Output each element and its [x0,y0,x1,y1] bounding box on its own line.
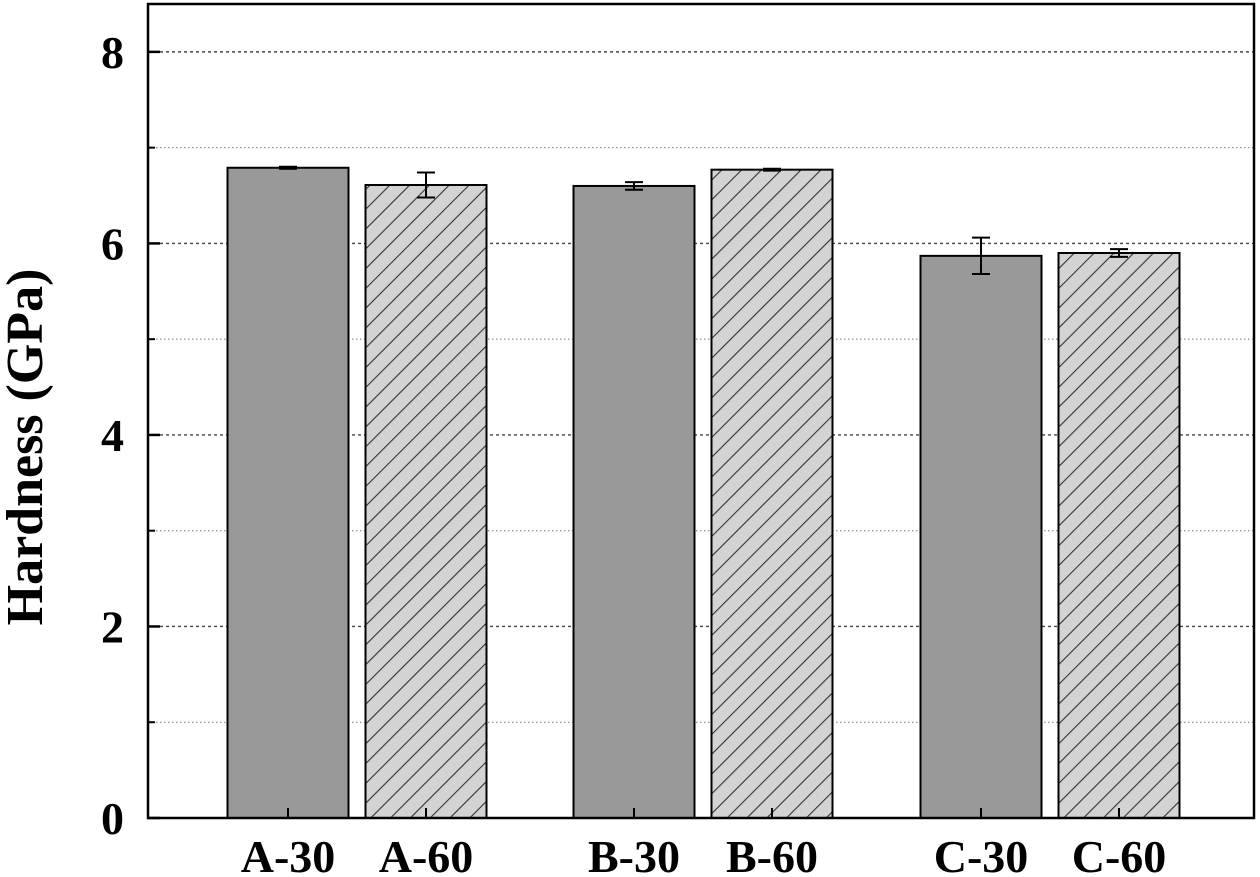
y-tick-label: 2 [101,601,124,652]
y-tick-label: 0 [101,793,124,844]
x-tick-label: A-60 [379,831,474,877]
bar-b-30 [572,184,696,819]
error-bar-c-60 [1110,248,1128,258]
bar-a-60 [364,183,488,819]
bar-a-30 [226,166,350,820]
bar-b-60 [710,168,834,820]
y-tick-label: 8 [101,27,124,78]
error-bar-a-30 [279,165,297,170]
error-bar-b-30 [625,181,643,191]
y-tick-label: 4 [101,410,124,461]
bar-c-30 [919,254,1043,819]
axes [146,2,1256,820]
y-axis-label: Hardness (GPa) [0,269,54,626]
plot-frame [146,2,1256,820]
error-bar-a-60 [417,171,435,199]
x-tick-label: B-30 [588,831,680,877]
x-tick-label: B-60 [726,831,818,877]
x-category-labels: A-30 A-60 B-30 B-60 C-30 C-60 [241,831,1167,877]
x-tick-label: C-30 [934,831,1029,877]
error-bar-b-60 [763,167,781,172]
bar-c-60 [1057,251,1181,820]
x-tick-label: A-30 [241,831,336,877]
y-tick-label: 6 [101,218,124,269]
x-tick-label: C-60 [1072,831,1167,877]
bars [226,165,1181,820]
error-bar-c-30 [972,236,990,276]
y-ticks: 0 2 4 6 8 [101,27,1120,844]
